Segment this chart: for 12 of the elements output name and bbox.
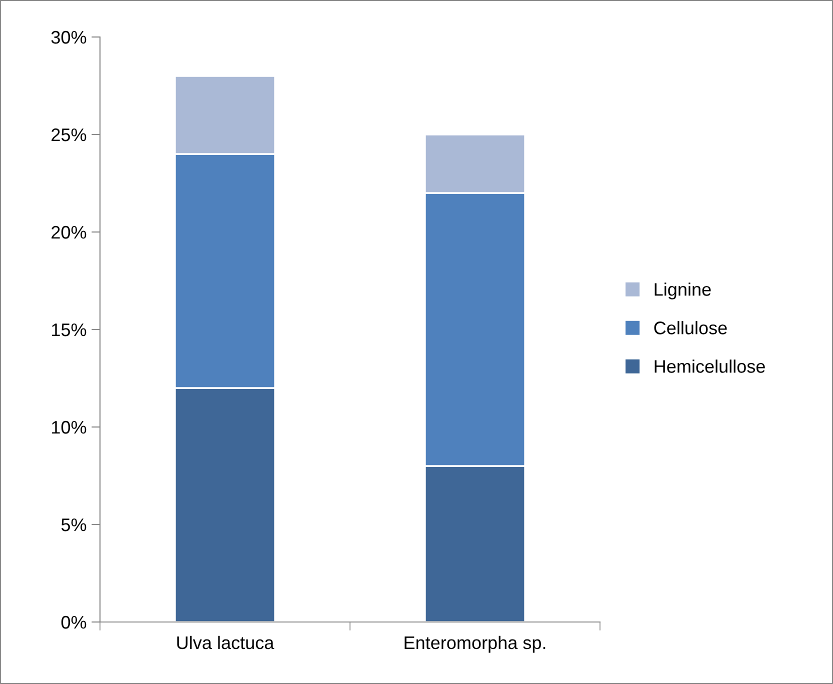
y-tick-label: 30%	[51, 30, 86, 44]
legend-label: Hemicelullose	[654, 360, 765, 373]
legend-label: Cellulose	[654, 321, 727, 334]
y-tick-label: 20%	[52, 226, 86, 239]
y-tick-label: 15%	[52, 324, 86, 336]
x-tick-label: Ulva lactuca	[177, 636, 274, 650]
y-tick-label: 25%	[52, 128, 86, 142]
y-tick-label: 0%	[61, 616, 86, 629]
y-tick-label: 10%	[52, 420, 86, 434]
y-tick-label: 5%	[61, 518, 86, 532]
legend-label: Lignine	[654, 282, 711, 300]
x-tick-label: Enteromorpha sp.	[404, 636, 546, 653]
